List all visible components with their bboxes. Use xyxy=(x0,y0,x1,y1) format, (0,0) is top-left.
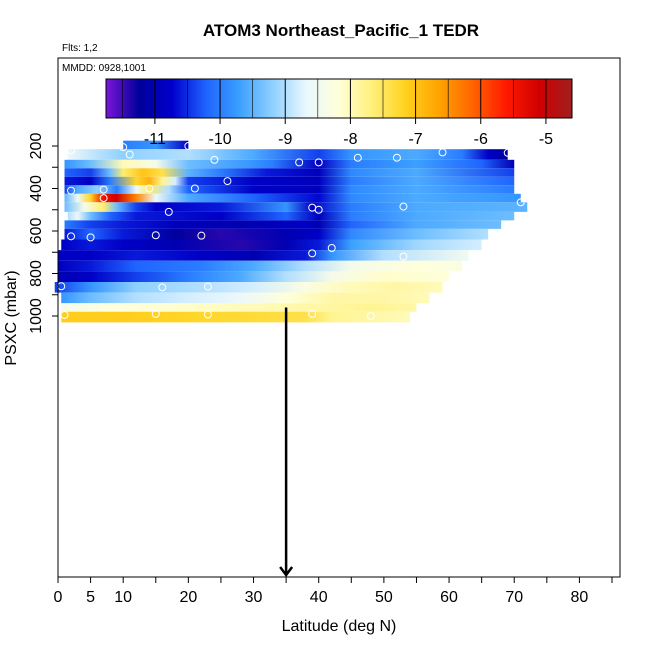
x-tick-label: 0 xyxy=(54,589,63,606)
heatmap-row xyxy=(61,303,417,312)
colorbar-tick-label: -7 xyxy=(408,131,422,148)
heatmap-row xyxy=(64,159,515,169)
chart-title: ATOM3 Northeast_Pacific_1 TEDR xyxy=(203,21,479,40)
x-tick-label: 5 xyxy=(86,589,95,606)
colorbar-tick-label: -11 xyxy=(144,131,166,148)
sample-point xyxy=(314,158,323,167)
marker-head xyxy=(279,566,294,578)
heatmap-row xyxy=(58,271,450,282)
dates-label: MMDD: 0928,1001 xyxy=(62,63,146,74)
sample-point xyxy=(210,155,219,164)
sample-point xyxy=(308,309,317,318)
flights-label: Flts: 1,2 xyxy=(62,43,98,54)
heatmap-row xyxy=(58,260,463,272)
sample-point xyxy=(223,177,232,186)
sample-point xyxy=(184,142,193,150)
heatmap-row xyxy=(123,140,189,150)
sample-point xyxy=(86,233,95,242)
heatmap-row xyxy=(58,250,469,261)
sample-point xyxy=(145,184,154,193)
sample-point xyxy=(119,143,128,152)
colorbar-tick-label: -8 xyxy=(343,131,357,148)
colorbar-tick-label: -5 xyxy=(539,131,553,148)
x-tick-label: 50 xyxy=(375,589,393,606)
x-tick-label: 80 xyxy=(571,589,589,606)
heatmap-row xyxy=(64,168,515,177)
x-tick-label: 20 xyxy=(179,589,197,606)
sample-point xyxy=(295,158,304,167)
heatmap-rows xyxy=(54,140,528,323)
sample-point xyxy=(516,198,525,207)
sample-point xyxy=(151,309,160,318)
y-axis: 200 400 600 800 1000 xyxy=(28,133,58,334)
x-tick-label: 10 xyxy=(114,589,132,606)
y-tick-label: 400 xyxy=(28,175,45,202)
sample-point xyxy=(203,282,212,291)
heatmap-row xyxy=(64,220,502,229)
sample-point xyxy=(99,185,108,194)
sample-point xyxy=(392,153,401,162)
sample-point xyxy=(399,202,408,211)
heatmap-row xyxy=(64,202,528,212)
heatmap-row xyxy=(61,311,410,323)
sample-point xyxy=(151,231,160,240)
heatmap-row xyxy=(64,176,515,186)
y-tick-label: 600 xyxy=(28,218,45,245)
x-axis: 0 5 10 20 30 40 50 60 70 80 xyxy=(54,577,613,606)
x-tick-label: 30 xyxy=(245,589,263,606)
sample-point xyxy=(308,203,317,212)
sample-point xyxy=(327,244,336,252)
x-tick-label: 40 xyxy=(310,589,328,606)
heatmap-row xyxy=(54,282,443,293)
heatmap-row xyxy=(67,211,515,221)
sample-point xyxy=(67,232,76,241)
sample-point xyxy=(438,148,447,157)
x-tick-label: 70 xyxy=(505,589,523,606)
sample-point xyxy=(190,184,199,193)
heatmap-row xyxy=(67,149,508,160)
y-tick-label: 200 xyxy=(28,133,45,160)
sample-point xyxy=(158,283,167,292)
sample-point xyxy=(125,150,134,159)
sample-point xyxy=(353,153,362,162)
colorbar-tick-label: -6 xyxy=(474,131,488,148)
sample-point xyxy=(203,310,212,319)
heatmap-row xyxy=(61,292,430,304)
x-tick-label: 60 xyxy=(440,589,458,606)
x-axis-label: Latitude (deg N) xyxy=(282,618,397,635)
sample-point xyxy=(67,146,76,155)
y-tick-label: 800 xyxy=(28,260,45,287)
colorbar-tick-label: -9 xyxy=(278,131,292,148)
colorbar: -11 -10 -9 -8 -7 -6 -5 xyxy=(105,78,573,148)
latitude-marker-arrow xyxy=(279,307,294,578)
heatmap-row xyxy=(64,185,515,194)
sample-point xyxy=(60,310,69,319)
sample-point xyxy=(503,148,512,157)
heatmap-row xyxy=(61,239,482,251)
sample-point xyxy=(366,312,375,320)
sample-point xyxy=(197,231,206,240)
sample-point xyxy=(308,249,317,258)
colorbar-gradient xyxy=(105,78,573,119)
y-tick-label: 1000 xyxy=(28,298,45,334)
colorbar-tick-label: -10 xyxy=(208,131,231,148)
sample-point xyxy=(399,252,408,261)
sample-point xyxy=(164,207,173,216)
heatmap-row xyxy=(64,193,521,203)
sample-point xyxy=(99,194,108,203)
sample-points xyxy=(57,142,525,320)
sample-point xyxy=(67,186,76,195)
heatmap-row xyxy=(64,228,489,240)
plot-frame xyxy=(57,57,621,578)
y-axis-label: PSXC (mbar) xyxy=(3,270,20,365)
